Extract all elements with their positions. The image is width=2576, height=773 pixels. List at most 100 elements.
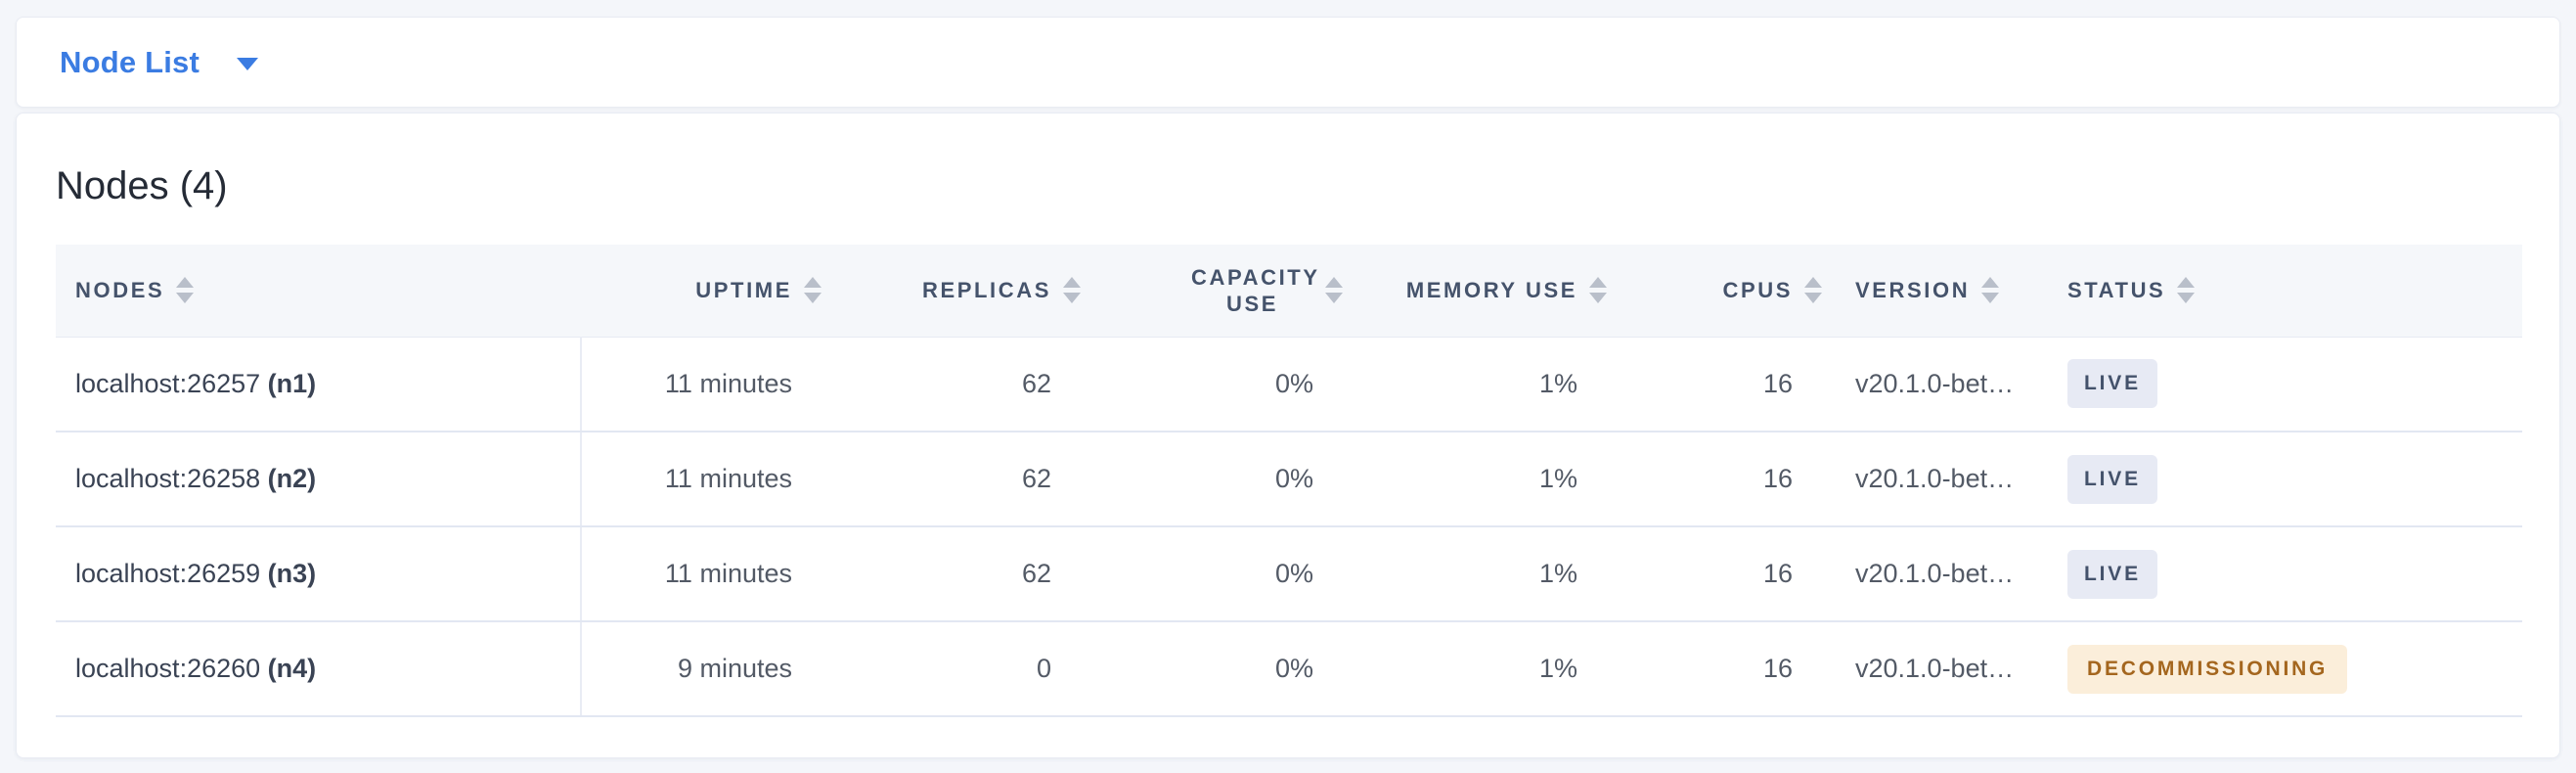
sort-desc-icon xyxy=(176,293,195,304)
node-id: (n2) xyxy=(267,464,317,493)
status-badge: LIVE xyxy=(2067,549,2157,599)
nodes-panel: Nodes (4) NODES UPTIME REPLICAS CAPACITY US… xyxy=(16,113,2560,758)
column-header-cpus[interactable]: CPUS xyxy=(1621,245,1836,338)
node-uptime-cell: 11 minutes xyxy=(581,526,835,622)
sort-icon[interactable] xyxy=(2177,277,2196,304)
node-list-dropdown-label: Node List xyxy=(60,44,200,79)
sort-icon[interactable] xyxy=(1981,277,2000,304)
column-label-status: STATUS xyxy=(2067,278,2166,303)
table-row: localhost:26260 (n4) 9 minutes 0 0% 1% 16 v20.… xyxy=(56,621,2522,717)
node-capacity_use-cell: 0% xyxy=(1094,337,1356,432)
sort-asc-icon xyxy=(1589,277,1607,289)
view-selector-bar: Node List xyxy=(16,17,2560,108)
node-id: (n3) xyxy=(267,559,317,588)
node-capacity_use-cell: 0% xyxy=(1094,526,1356,622)
node-uptime-cell: 9 minutes xyxy=(581,621,835,717)
nodes-table-wrap: NODES UPTIME REPLICAS CAPACITY USE MEMORY US… xyxy=(56,245,2522,717)
node-cpus-cell: 16 xyxy=(1621,526,1836,622)
node-status-cell: LIVE xyxy=(2048,337,2522,432)
status-badge: DECOMMISSIONING xyxy=(2067,644,2348,694)
node-list-dropdown[interactable]: Node List xyxy=(60,44,259,80)
node-memory_use-cell: 1% xyxy=(1356,432,1621,527)
node-version-cell: v20.1.0-bet… xyxy=(1836,621,2048,717)
sort-desc-icon xyxy=(1325,293,1343,304)
sort-asc-icon xyxy=(1063,277,1081,289)
nodes-table: NODES UPTIME REPLICAS CAPACITY USE MEMORY US… xyxy=(56,245,2522,717)
sort-desc-icon xyxy=(1589,293,1607,304)
sort-desc-icon xyxy=(1063,293,1081,304)
node-version-cell: v20.1.0-bet… xyxy=(1836,337,2048,432)
node-replicas-cell: 62 xyxy=(835,432,1094,527)
node-status-cell: DECOMMISSIONING xyxy=(2048,621,2522,717)
node-status-cell: LIVE xyxy=(2048,432,2522,527)
node-replicas-cell: 62 xyxy=(835,337,1094,432)
node-id: (n4) xyxy=(267,654,317,683)
column-header-status[interactable]: STATUS xyxy=(2048,245,2522,338)
node-address: localhost:26257 xyxy=(75,368,268,398)
table-row: localhost:26257 (n1) 11 minutes 62 0% 1% 16 v2… xyxy=(56,337,2522,432)
column-header-memory_use[interactable]: MEMORY USE xyxy=(1356,245,1621,338)
sort-asc-icon xyxy=(804,277,822,289)
sort-desc-icon xyxy=(1981,293,2000,304)
node-version-cell: v20.1.0-bet… xyxy=(1836,432,2048,527)
sort-desc-icon xyxy=(1804,293,1822,304)
node-address: localhost:26258 xyxy=(75,464,268,493)
node-version-cell: v20.1.0-bet… xyxy=(1836,526,2048,622)
node-address-cell: localhost:26260 (n4) xyxy=(56,621,582,717)
column-header-capacity_use[interactable]: CAPACITY USE xyxy=(1094,245,1356,338)
node-id: (n1) xyxy=(267,368,317,398)
sort-asc-icon xyxy=(1325,277,1343,289)
column-label-uptime: UPTIME xyxy=(695,278,792,303)
sort-asc-icon xyxy=(176,277,195,289)
status-badge: LIVE xyxy=(2067,454,2157,504)
node-cpus-cell: 16 xyxy=(1621,432,1836,527)
node-memory_use-cell: 1% xyxy=(1356,621,1621,717)
sort-icon[interactable] xyxy=(176,277,195,304)
sort-asc-icon xyxy=(2177,277,2196,289)
sort-icon[interactable] xyxy=(1325,277,1343,304)
node-replicas-cell: 0 xyxy=(835,621,1094,717)
table-header: NODES UPTIME REPLICAS CAPACITY USE MEMORY US… xyxy=(56,245,2522,338)
table-row: localhost:26259 (n3) 11 minutes 62 0% 1% 16 v2… xyxy=(56,526,2522,622)
column-label-cpus: CPUS xyxy=(1722,278,1793,303)
chevron-down-icon xyxy=(237,58,259,70)
node-replicas-cell: 62 xyxy=(835,526,1094,622)
column-header-nodes[interactable]: NODES xyxy=(56,245,581,338)
table-header-row: NODES UPTIME REPLICAS CAPACITY USE MEMORY US… xyxy=(56,245,2522,338)
column-label-version: VERSION xyxy=(1855,278,1971,303)
sort-icon[interactable] xyxy=(804,277,822,304)
node-address: localhost:26260 xyxy=(75,654,268,683)
node-address: localhost:26259 xyxy=(75,559,268,588)
node-address-cell: localhost:26259 (n3) xyxy=(56,526,582,622)
node-uptime-cell: 11 minutes xyxy=(581,337,835,432)
page-title: Nodes (4) xyxy=(56,164,228,207)
table-body: localhost:26257 (n1) 11 minutes 62 0% 1% 16 v2… xyxy=(56,337,2522,717)
sort-icon[interactable] xyxy=(1804,277,1822,304)
node-cpus-cell: 16 xyxy=(1621,621,1836,717)
sort-asc-icon xyxy=(1804,277,1822,289)
sort-icon[interactable] xyxy=(1063,277,1081,304)
node-memory_use-cell: 1% xyxy=(1356,337,1621,432)
column-label-memory_use: MEMORY USE xyxy=(1405,278,1577,303)
status-badge: LIVE xyxy=(2067,359,2157,409)
node-cpus-cell: 16 xyxy=(1621,337,1836,432)
column-label-replicas: REPLICAS xyxy=(921,278,1051,303)
node-memory_use-cell: 1% xyxy=(1356,526,1621,622)
node-address-cell: localhost:26257 (n1) xyxy=(56,337,582,432)
column-header-version[interactable]: VERSION xyxy=(1836,245,2048,338)
column-header-replicas[interactable]: REPLICAS xyxy=(835,245,1094,338)
node-capacity_use-cell: 0% xyxy=(1094,432,1356,527)
column-label-capacity_use: CAPACITY USE xyxy=(1191,264,1320,316)
sort-desc-icon xyxy=(2177,293,2196,304)
node-uptime-cell: 11 minutes xyxy=(581,432,835,527)
sort-desc-icon xyxy=(804,293,822,304)
column-label-nodes: NODES xyxy=(75,278,165,303)
sort-icon[interactable] xyxy=(1589,277,1607,304)
node-status-cell: LIVE xyxy=(2048,526,2522,622)
table-row: localhost:26258 (n2) 11 minutes 62 0% 1% 16 v2… xyxy=(56,432,2522,527)
node-address-cell: localhost:26258 (n2) xyxy=(56,432,582,527)
node-capacity_use-cell: 0% xyxy=(1094,621,1356,717)
sort-asc-icon xyxy=(1981,277,2000,289)
column-header-uptime[interactable]: UPTIME xyxy=(581,245,835,338)
